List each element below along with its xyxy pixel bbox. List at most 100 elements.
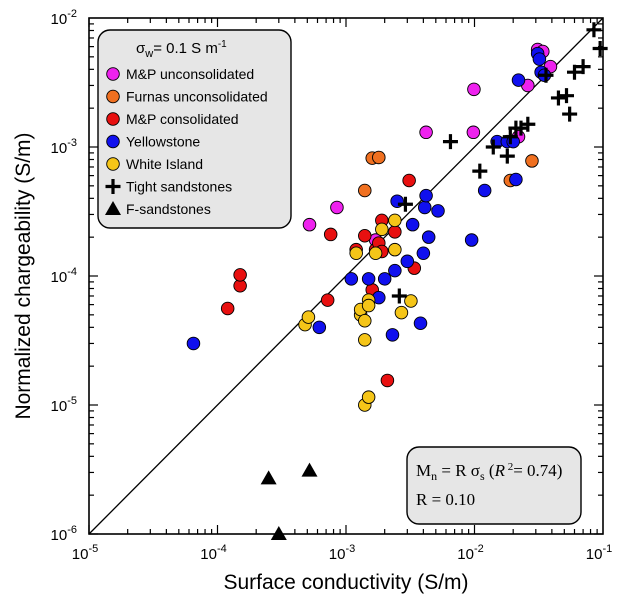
point-yellowstone <box>377 272 392 286</box>
point-tight-sandstones <box>550 90 566 106</box>
point-f-sandstones <box>260 470 277 485</box>
fit-box: Mn = R σs (R 2= 0.74) R = 0.10 <box>406 446 582 525</box>
point-white-island <box>358 333 372 347</box>
point-furnas-unconsolidated <box>372 150 386 165</box>
point-tight-sandstones <box>499 148 515 164</box>
point-tight-sandstones <box>538 67 554 83</box>
point-white-island <box>388 242 402 257</box>
point-tight-sandstones <box>575 59 591 75</box>
point-yellowstone <box>477 183 492 198</box>
legend-label-white-island: White Island <box>126 156 203 172</box>
y-tick-label: 10-4 <box>51 266 77 286</box>
legend-marker-f-sandstones <box>105 201 121 215</box>
point-m-p-consolidated <box>388 225 402 239</box>
legend-marker-m-p-consolidated <box>106 112 120 126</box>
legend-marker-m-p-unconsolidated <box>106 67 120 81</box>
r2-sup: 2 <box>505 461 513 473</box>
y-axis-title: Normalized chargeability (S/m) <box>12 132 35 419</box>
point-yellowstone <box>400 254 415 269</box>
legend-label-m-p-unconsolidated: M&P unconsolidated <box>126 66 254 82</box>
point-m-p-consolidated <box>320 293 335 307</box>
point-yellowstone <box>532 52 547 66</box>
y-tick-label: 10-3 <box>51 137 77 157</box>
fit-equation: Mn = R σs (R 2= 0.74) <box>416 461 562 483</box>
point-white-island <box>404 294 418 308</box>
point-f-sandstones <box>301 462 318 477</box>
point-white-island <box>394 305 409 320</box>
point-yellowstone <box>464 233 479 247</box>
point-tight-sandstones <box>472 163 488 179</box>
point-tight-sandstones <box>442 134 458 150</box>
plot-frame <box>88 17 604 535</box>
point-tight-sandstones <box>566 64 582 80</box>
point-m-p-consolidated <box>402 173 416 188</box>
point-white-island <box>361 390 376 404</box>
point-tight-sandstones <box>586 22 602 38</box>
point-furnas-unconsolidated <box>358 183 372 198</box>
point-white-island <box>375 222 389 237</box>
x-tick-labels: 10-5 10-4 10-3 10-2 10-1 <box>72 543 612 563</box>
point-yellowstone <box>405 217 420 232</box>
point-tight-sandstones <box>391 288 407 304</box>
point-yellowstone <box>431 204 445 218</box>
legend-title: σw= 0.1 S m-1 <box>136 39 227 60</box>
r2-close: = 0.74) <box>513 461 562 480</box>
x-tick-label: 10-1 <box>586 543 612 563</box>
point-white-island <box>358 313 372 328</box>
eq-lhs-sub: n <box>431 469 437 483</box>
data-points <box>186 22 608 540</box>
point-yellowstone <box>385 328 400 342</box>
x-tick-label: 10-4 <box>200 543 226 563</box>
fit-r-value: R = 0.10 <box>416 490 475 509</box>
point-m-p-consolidated <box>358 229 372 243</box>
point-yellowstone <box>413 316 428 331</box>
legend-marker-white-island <box>106 157 120 171</box>
point-m-p-unconsolidated <box>330 200 344 215</box>
point-yellowstone <box>186 336 201 351</box>
point-f-sandstones <box>270 526 287 540</box>
legend-label-f-sandstones: F-sandstones <box>126 201 211 217</box>
point-tight-sandstones <box>520 116 536 132</box>
point-yellowstone <box>417 200 432 215</box>
point-yellowstone <box>419 188 433 203</box>
legend-label-m-p-consolidated: M&P consolidated <box>126 111 239 127</box>
point-yellowstone <box>511 73 526 87</box>
legend-marker-yellowstone <box>106 134 120 149</box>
r2-letter: R <box>494 461 506 480</box>
x-tick-label: 10-5 <box>72 543 98 563</box>
legend-title-value: = 0.1 S m <box>153 40 218 57</box>
point-m-p-consolidated <box>220 301 235 316</box>
point-yellowstone <box>421 230 436 244</box>
point-m-p-consolidated <box>323 227 338 242</box>
point-white-island <box>301 310 316 324</box>
y-tick-label: 10-2 <box>51 8 77 28</box>
point-tight-sandstones <box>562 106 578 122</box>
point-white-island <box>361 298 376 313</box>
point-yellowstone <box>509 172 523 187</box>
x-tick-label: 10-2 <box>457 543 483 563</box>
point-yellowstone <box>312 320 327 335</box>
x-axis-title: Surface conductivity (S/m) <box>223 571 468 594</box>
legend-label-yellowstone: Yellowstone <box>126 134 200 150</box>
legend-label-furnas-unconsolidated: Furnas unconsolidated <box>126 89 268 105</box>
r2-open: ( <box>485 461 495 480</box>
point-m-p-unconsolidated <box>466 125 481 140</box>
sigma-symbol: σ <box>136 40 146 57</box>
fit-box-frame <box>406 446 582 525</box>
point-tight-sandstones <box>502 129 518 145</box>
point-white-island <box>368 246 383 261</box>
point-m-p-unconsolidated <box>419 125 433 140</box>
point-yellowstone <box>344 272 359 286</box>
eq-mid: = R σ <box>437 461 480 480</box>
y-tick-label: 10-6 <box>51 524 77 544</box>
point-tight-sandstones <box>559 88 575 104</box>
point-yellowstone <box>361 272 376 286</box>
sigma-subscript: w <box>144 48 153 60</box>
legend-box <box>97 29 292 229</box>
point-white-island <box>388 213 402 228</box>
legend-marker-furnas-unconsolidated <box>106 89 120 104</box>
point-m-p-unconsolidated <box>467 82 481 97</box>
legend: σw= 0.1 S m-1 M&P unconsolidated Furnas u… <box>97 29 292 229</box>
x-tick-label: 10-3 <box>329 543 355 563</box>
